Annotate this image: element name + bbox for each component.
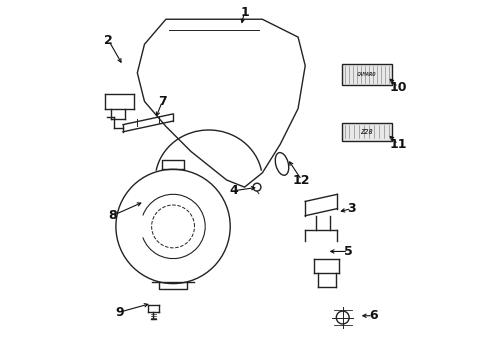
Text: 3: 3: [346, 202, 355, 215]
Text: 2: 2: [104, 34, 113, 47]
Text: 7: 7: [158, 95, 166, 108]
Text: 5: 5: [343, 245, 352, 258]
Text: 1: 1: [240, 6, 248, 19]
FancyBboxPatch shape: [341, 123, 391, 140]
Text: 11: 11: [388, 138, 406, 151]
FancyBboxPatch shape: [341, 64, 391, 85]
Text: 10: 10: [388, 81, 406, 94]
Text: 6: 6: [368, 309, 377, 322]
Text: Z28: Z28: [360, 129, 372, 135]
Text: 8: 8: [108, 209, 117, 222]
Text: 12: 12: [292, 174, 310, 186]
Text: 4: 4: [229, 184, 238, 197]
Text: CAMARO: CAMARO: [356, 72, 376, 77]
Text: 9: 9: [115, 306, 123, 319]
